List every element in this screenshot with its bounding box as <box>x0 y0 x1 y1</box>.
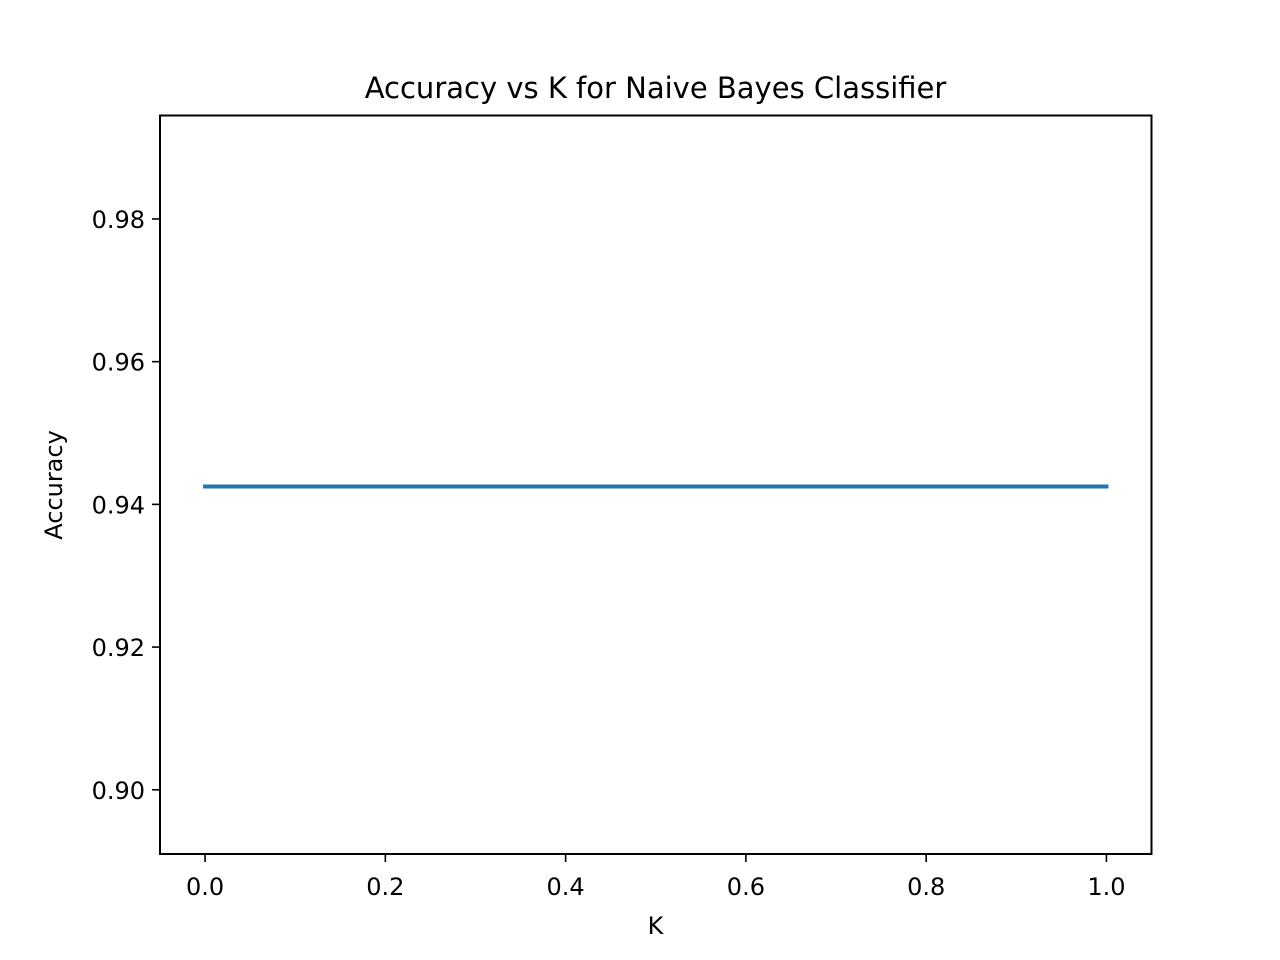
y-tick-label: 0.94 <box>92 491 145 519</box>
y-tick-label: 0.98 <box>92 206 145 234</box>
x-axis-label: K <box>648 912 665 940</box>
y-tick-label: 0.96 <box>92 349 145 377</box>
x-tick-label: 0.0 <box>186 873 224 901</box>
x-axis: 0.0 0.2 0.4 0.6 0.8 1.0 <box>186 854 1126 901</box>
x-tick-label: 0.4 <box>547 873 585 901</box>
y-axis: 0.90 0.92 0.94 0.96 0.98 <box>92 206 160 805</box>
y-tick-label: 0.90 <box>92 777 145 805</box>
axes-frame <box>159 114 1153 855</box>
y-tick-label: 0.92 <box>92 634 145 662</box>
x-tick-label: 0.8 <box>907 873 945 901</box>
y-axis-label: Accuracy <box>40 430 68 540</box>
x-tick-label: 0.6 <box>727 873 765 901</box>
chart-title: Accuracy vs K for Naive Bayes Classifier <box>365 71 947 105</box>
x-tick-label: 0.2 <box>366 873 404 901</box>
x-tick-label: 1.0 <box>1087 873 1125 901</box>
